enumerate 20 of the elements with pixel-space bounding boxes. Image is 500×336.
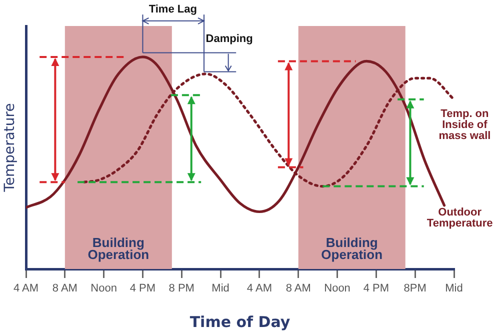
- x-tick-label: 8PM: [404, 282, 426, 295]
- x-tick-label: 8 AM: [52, 282, 78, 295]
- band-label: Building Operation: [88, 235, 150, 262]
- x-tick-label: Mid: [445, 282, 463, 295]
- x-tick-label: Noon: [324, 282, 350, 295]
- y-axis-title: Temperature: [2, 103, 18, 193]
- x-tick-label: 8 AM: [286, 282, 311, 295]
- series-label: Temp. on Inside of mass wall: [438, 108, 491, 142]
- x-tick-label: Mid: [212, 282, 230, 295]
- text: Time Lag: [148, 3, 197, 16]
- series-label: Outdoor Temperature: [426, 206, 493, 230]
- x-tick-label: 4 PM: [363, 282, 390, 295]
- band-label: Building Operation: [321, 235, 383, 262]
- text: Damping: [206, 32, 253, 45]
- x-tick-label: Noon: [90, 282, 117, 295]
- x-axis-title: Time of Day: [190, 312, 290, 331]
- x-tick-label: 4 AM: [13, 282, 39, 295]
- x-tick-label: 4 AM: [246, 282, 272, 295]
- x-tick-label: 4 PM: [130, 282, 156, 295]
- x-tick-label: 8 PM: [168, 282, 194, 295]
